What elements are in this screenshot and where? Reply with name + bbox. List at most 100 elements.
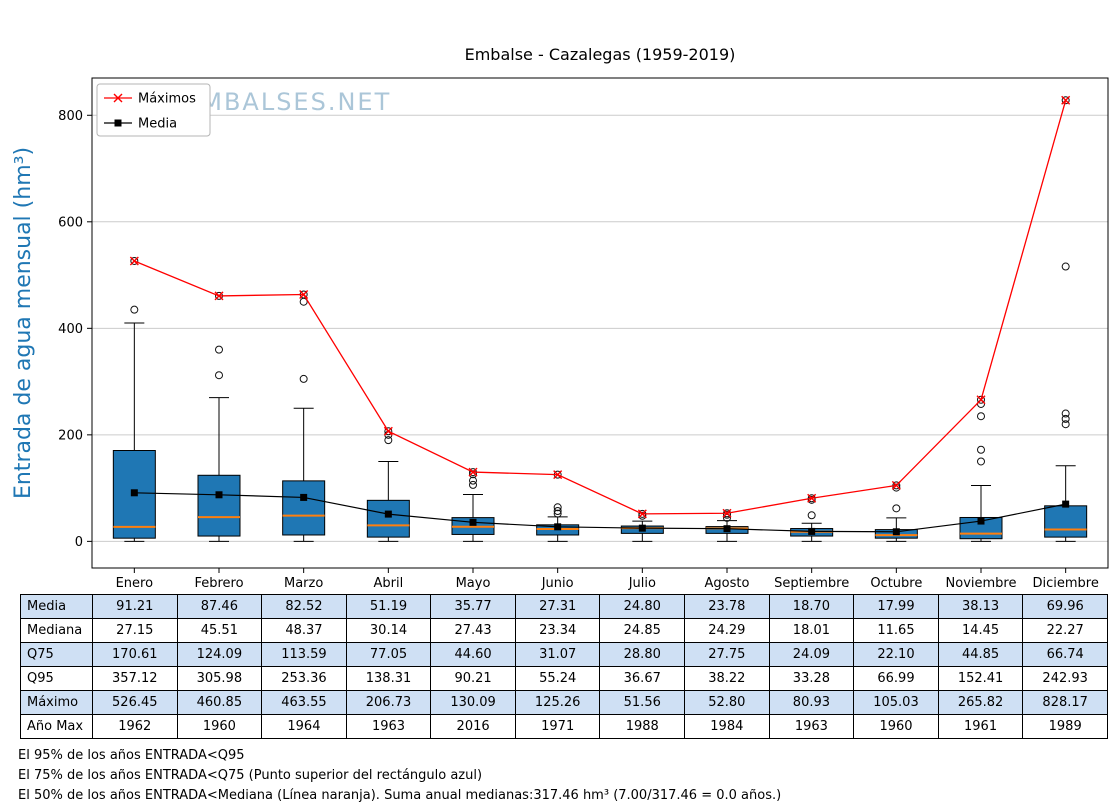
stat-cell: 125.26 [514, 690, 601, 715]
stat-cell: 1988 [599, 714, 686, 739]
stat-cell: 52.80 [684, 690, 770, 715]
svg-text:Septiembre: Septiembre [774, 576, 849, 591]
stat-cell: 828.17 [1022, 690, 1108, 715]
stat-cell: 1960 [176, 714, 263, 739]
stat-cell: 27.43 [430, 618, 516, 643]
stat-cell: 113.59 [261, 642, 347, 667]
stats-table: Media 91.21 87.46 82.52 51.19 35.77 27.31 24.80… [20, 594, 1108, 739]
row-label: Q75 [20, 642, 93, 667]
stat-cell: 152.41 [937, 666, 1024, 691]
stat-cell: 87.46 [176, 594, 263, 619]
stat-cell: 38.13 [937, 594, 1024, 619]
stat-cell: 1960 [853, 714, 939, 739]
row-label: Media [20, 594, 93, 619]
legend: Máximos Media [96, 83, 211, 137]
stat-cell: 1964 [261, 714, 347, 739]
stat-cell: 357.12 [92, 666, 178, 691]
svg-text:Diciembre: Diciembre [1032, 576, 1098, 591]
stat-cell: 36.67 [599, 666, 686, 691]
stat-cell: 23.78 [684, 594, 770, 619]
stat-cell: 526.45 [92, 690, 178, 715]
stat-cell: 130.09 [430, 690, 516, 715]
svg-text:Noviembre: Noviembre [946, 576, 1017, 591]
stat-cell: 1971 [514, 714, 601, 739]
stat-cell: 51.56 [599, 690, 686, 715]
stat-cell: 48.37 [261, 618, 347, 643]
stat-cell: 82.52 [261, 594, 347, 619]
stat-cell: 105.03 [853, 690, 939, 715]
stat-cell: 253.36 [261, 666, 347, 691]
stat-cell: 170.61 [92, 642, 178, 667]
stats-row-maximo: Máximo 526.45 460.85 463.55 206.73 130.09 125.… [20, 690, 1108, 715]
stat-cell: 24.29 [684, 618, 770, 643]
footnote-mediana: El 50% de los años ENTRADA<Mediana (Líne… [18, 788, 782, 803]
legend-label: Media [138, 117, 177, 132]
stat-cell: 33.28 [768, 666, 855, 691]
stat-cell: 24.85 [599, 618, 686, 643]
stat-cell: 44.60 [430, 642, 516, 667]
stat-cell: 38.22 [684, 666, 770, 691]
stat-cell: 11.65 [853, 618, 939, 643]
chart-canvas: 0 200 400 600 800 Enero Febrero Marzo Abril Mayo J… [58, 77, 1109, 591]
svg-text:0: 0 [75, 535, 83, 550]
svg-text:Julio: Julio [628, 576, 656, 591]
stat-cell: 1962 [92, 714, 178, 739]
stats-row-ano_max: Año Max 1962 1960 1964 1963 2016 1971 1988 1984 1… [20, 714, 1108, 739]
stat-cell: 22.27 [1022, 618, 1108, 643]
svg-text:Febrero: Febrero [194, 576, 243, 591]
stat-cell: 66.99 [853, 666, 939, 691]
stat-cell: 460.85 [176, 690, 263, 715]
stat-cell: 35.77 [430, 594, 516, 619]
stat-cell: 305.98 [176, 666, 263, 691]
svg-text:400: 400 [58, 322, 83, 337]
svg-text:Abril: Abril [373, 576, 403, 591]
stat-cell: 23.34 [514, 618, 601, 643]
stat-cell: 17.99 [853, 594, 939, 619]
stat-cell: 77.05 [345, 642, 432, 667]
stat-cell: 18.01 [768, 618, 855, 643]
stat-cell: 45.51 [176, 618, 263, 643]
row-label: Año Max [20, 714, 93, 739]
svg-text:600: 600 [58, 215, 83, 230]
stat-cell: 31.07 [514, 642, 601, 667]
stat-cell: 69.96 [1022, 594, 1108, 619]
stat-cell: 90.21 [430, 666, 516, 691]
svg-text:Junio: Junio [541, 576, 574, 591]
row-label: Mediana [20, 618, 93, 643]
svg-text:Agosto: Agosto [705, 576, 750, 591]
svg-text:Mayo: Mayo [456, 576, 491, 591]
stat-cell: 27.75 [684, 642, 770, 667]
legend-label: Máximos [138, 92, 196, 107]
footnotes: El 95% de los años ENTRADA<Q95 El 75% de… [18, 746, 781, 806]
stat-cell: 22.10 [853, 642, 939, 667]
svg-text:Marzo: Marzo [284, 576, 323, 591]
svg-text:Enero: Enero [116, 576, 154, 591]
stat-cell: 27.31 [514, 594, 601, 619]
stat-cell: 18.70 [768, 594, 855, 619]
stat-cell: 1963 [345, 714, 432, 739]
row-label: Q95 [20, 666, 93, 691]
stat-cell: 1961 [937, 714, 1024, 739]
chart-title: Embalse - Cazalegas (1959-2019) [465, 45, 736, 64]
footnote-q95: El 95% de los años ENTRADA<Q95 [18, 748, 245, 763]
stat-cell: 138.31 [345, 666, 432, 691]
stat-cell: 80.93 [768, 690, 855, 715]
stat-cell: 24.80 [599, 594, 686, 619]
stat-cell: 206.73 [345, 690, 432, 715]
stats-row-media: Media 91.21 87.46 82.52 51.19 35.77 27.31 24.80… [20, 594, 1108, 619]
stat-cell: 1984 [684, 714, 770, 739]
svg-text:200: 200 [58, 428, 83, 443]
stat-cell: 24.09 [768, 642, 855, 667]
y-axis-label: Entrada de agua mensual (hm³) [11, 147, 36, 499]
stat-cell: 242.93 [1022, 666, 1108, 691]
stat-cell: 91.21 [92, 594, 178, 619]
stats-row-q95: Q95 357.12 305.98 253.36 138.31 90.21 55.24 36.… [20, 666, 1108, 691]
stat-cell: 51.19 [345, 594, 432, 619]
row-label: Máximo [20, 690, 93, 715]
footnote-q75: El 75% de los años ENTRADA<Q75 (Punto su… [18, 768, 483, 783]
stats-row-mediana: Mediana 27.15 45.51 48.37 30.14 27.43 23.34 24.… [20, 618, 1108, 643]
stat-cell: 1963 [768, 714, 855, 739]
stat-cell: 30.14 [345, 618, 432, 643]
